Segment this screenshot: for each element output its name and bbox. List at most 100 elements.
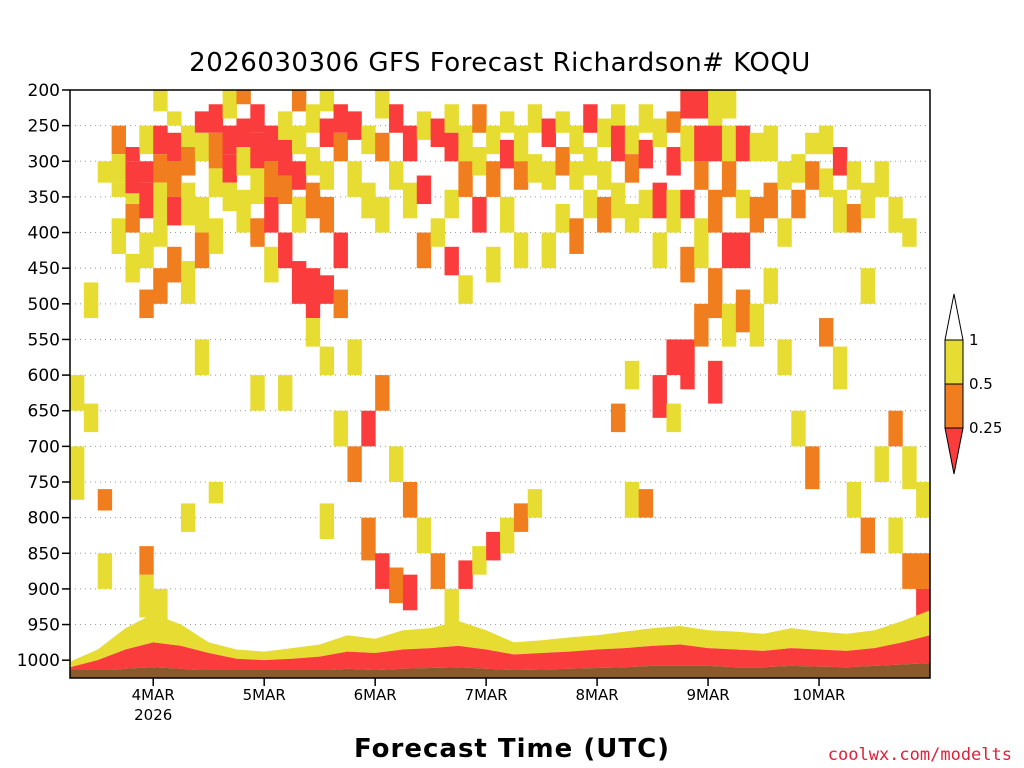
heatmap-cell	[777, 339, 792, 376]
heatmap-cell	[70, 375, 85, 411]
heatmap-cell	[805, 132, 820, 155]
y-tick-label: 500	[28, 295, 60, 315]
heatmap-cell	[902, 218, 917, 247]
heatmap-cell	[832, 147, 848, 176]
heatmap-cell	[652, 118, 667, 148]
heatmap-cell	[541, 118, 556, 148]
y-tick-label: 400	[28, 224, 60, 244]
heatmap-cell	[319, 503, 335, 540]
heatmap-cell	[472, 147, 487, 176]
heatmap-cell	[278, 232, 293, 269]
heatmap-cell	[402, 125, 418, 162]
heatmap-cell	[902, 553, 917, 589]
heatmap-cell	[694, 303, 709, 347]
heatmap-cell	[749, 132, 765, 162]
heatmap-cell	[375, 196, 390, 233]
heatmap-cell	[805, 161, 820, 190]
heatmap-cell	[708, 125, 723, 162]
heatmap-cell	[111, 182, 126, 197]
heatmap-cell	[500, 139, 515, 169]
heatmap-cell	[569, 125, 584, 155]
heatmap-cell	[458, 161, 473, 197]
heatmap-cell	[180, 182, 196, 226]
x-tick-label: 6MAR	[354, 686, 397, 704]
heatmap-cell	[541, 161, 556, 190]
heatmap-cell	[250, 104, 265, 133]
colorbar-label: 0.25	[969, 419, 1002, 437]
heatmap-cell	[638, 139, 654, 169]
heatmap-cell	[555, 147, 570, 176]
heatmap-cell	[180, 503, 196, 532]
heatmap-cell	[652, 182, 667, 219]
heatmap-cell	[333, 289, 348, 319]
heatmap-cell	[888, 517, 903, 554]
plot-frame	[69, 89, 931, 679]
heatmap-cell	[610, 125, 626, 162]
heatmap-cell	[791, 154, 806, 183]
heatmap-cell	[180, 147, 196, 176]
heatmap-cell	[97, 553, 113, 589]
heatmap-cell	[402, 482, 418, 518]
heatmap-cell	[486, 246, 501, 283]
heatmap-cell	[472, 104, 487, 133]
heatmap-cell	[139, 182, 154, 219]
heatmap-cell	[139, 232, 154, 269]
x-tick-label: 10MAR	[793, 686, 846, 704]
x-tick-label: 9MAR	[686, 686, 729, 704]
heatmap-cell	[791, 189, 806, 219]
heatmap-cell	[444, 104, 459, 133]
heatmap-cell	[486, 161, 501, 197]
y-tick-label: 250	[28, 117, 60, 137]
heatmap-cell	[291, 90, 307, 112]
heatmap-cell	[347, 111, 362, 140]
y-tick-label: 350	[28, 188, 60, 208]
heatmap-cell	[819, 168, 834, 197]
heatmap-cell	[902, 446, 917, 490]
heatmap-cell	[583, 147, 598, 176]
heatmap-cell	[333, 132, 348, 162]
heatmap-cell	[222, 125, 237, 155]
heatmap-cell	[250, 168, 265, 205]
x-tick-label: 5MAR	[243, 686, 286, 704]
heatmap-cell	[652, 232, 667, 269]
heatmap-cell	[125, 204, 140, 233]
heatmap-cell	[486, 125, 501, 155]
heatmap-cell	[319, 275, 335, 304]
heatmap-cell	[874, 161, 889, 197]
heatmap-cell	[430, 553, 446, 589]
heatmap-cell	[708, 360, 723, 404]
heatmap-cell	[319, 90, 335, 112]
heatmap-cell	[430, 118, 446, 148]
heatmap-cell	[278, 139, 293, 176]
heatmap-cell	[721, 125, 737, 162]
heatmap-cell	[83, 403, 99, 433]
heatmap-cell	[375, 375, 390, 411]
heatmap-cell	[305, 182, 321, 219]
credit-link[interactable]: coolwx.com/modelts	[827, 745, 1012, 765]
heatmap-cell	[305, 104, 321, 133]
heatmap-cell	[278, 375, 293, 411]
heatmap-cell	[389, 161, 404, 190]
heatmap-cell	[846, 161, 862, 190]
heatmap-cell	[167, 196, 182, 226]
heatmap-cell	[139, 289, 154, 319]
heatmap-cell	[666, 339, 681, 376]
heatmap-cell	[250, 375, 265, 411]
y-tick-label: 550	[28, 330, 60, 350]
heatmap-cell	[305, 318, 321, 347]
heatmap-cell	[389, 104, 404, 133]
x-tick-label: 8MAR	[576, 686, 619, 704]
heatmap-cell	[610, 403, 626, 433]
heatmap-cell	[222, 90, 237, 119]
y-tick-label: 800	[28, 509, 60, 529]
heatmap-cell	[361, 517, 376, 561]
heatmap-cell	[111, 125, 126, 155]
heatmap-cell	[194, 339, 210, 376]
heatmap-cell	[708, 189, 723, 233]
heatmap-cell	[264, 246, 279, 283]
heatmap-cell	[624, 154, 640, 183]
colorbar-box-yellow	[944, 339, 964, 385]
y-tick-label: 650	[28, 402, 60, 422]
colorbar-bottom-arrow	[944, 427, 964, 475]
heatmap-cell	[208, 168, 224, 197]
